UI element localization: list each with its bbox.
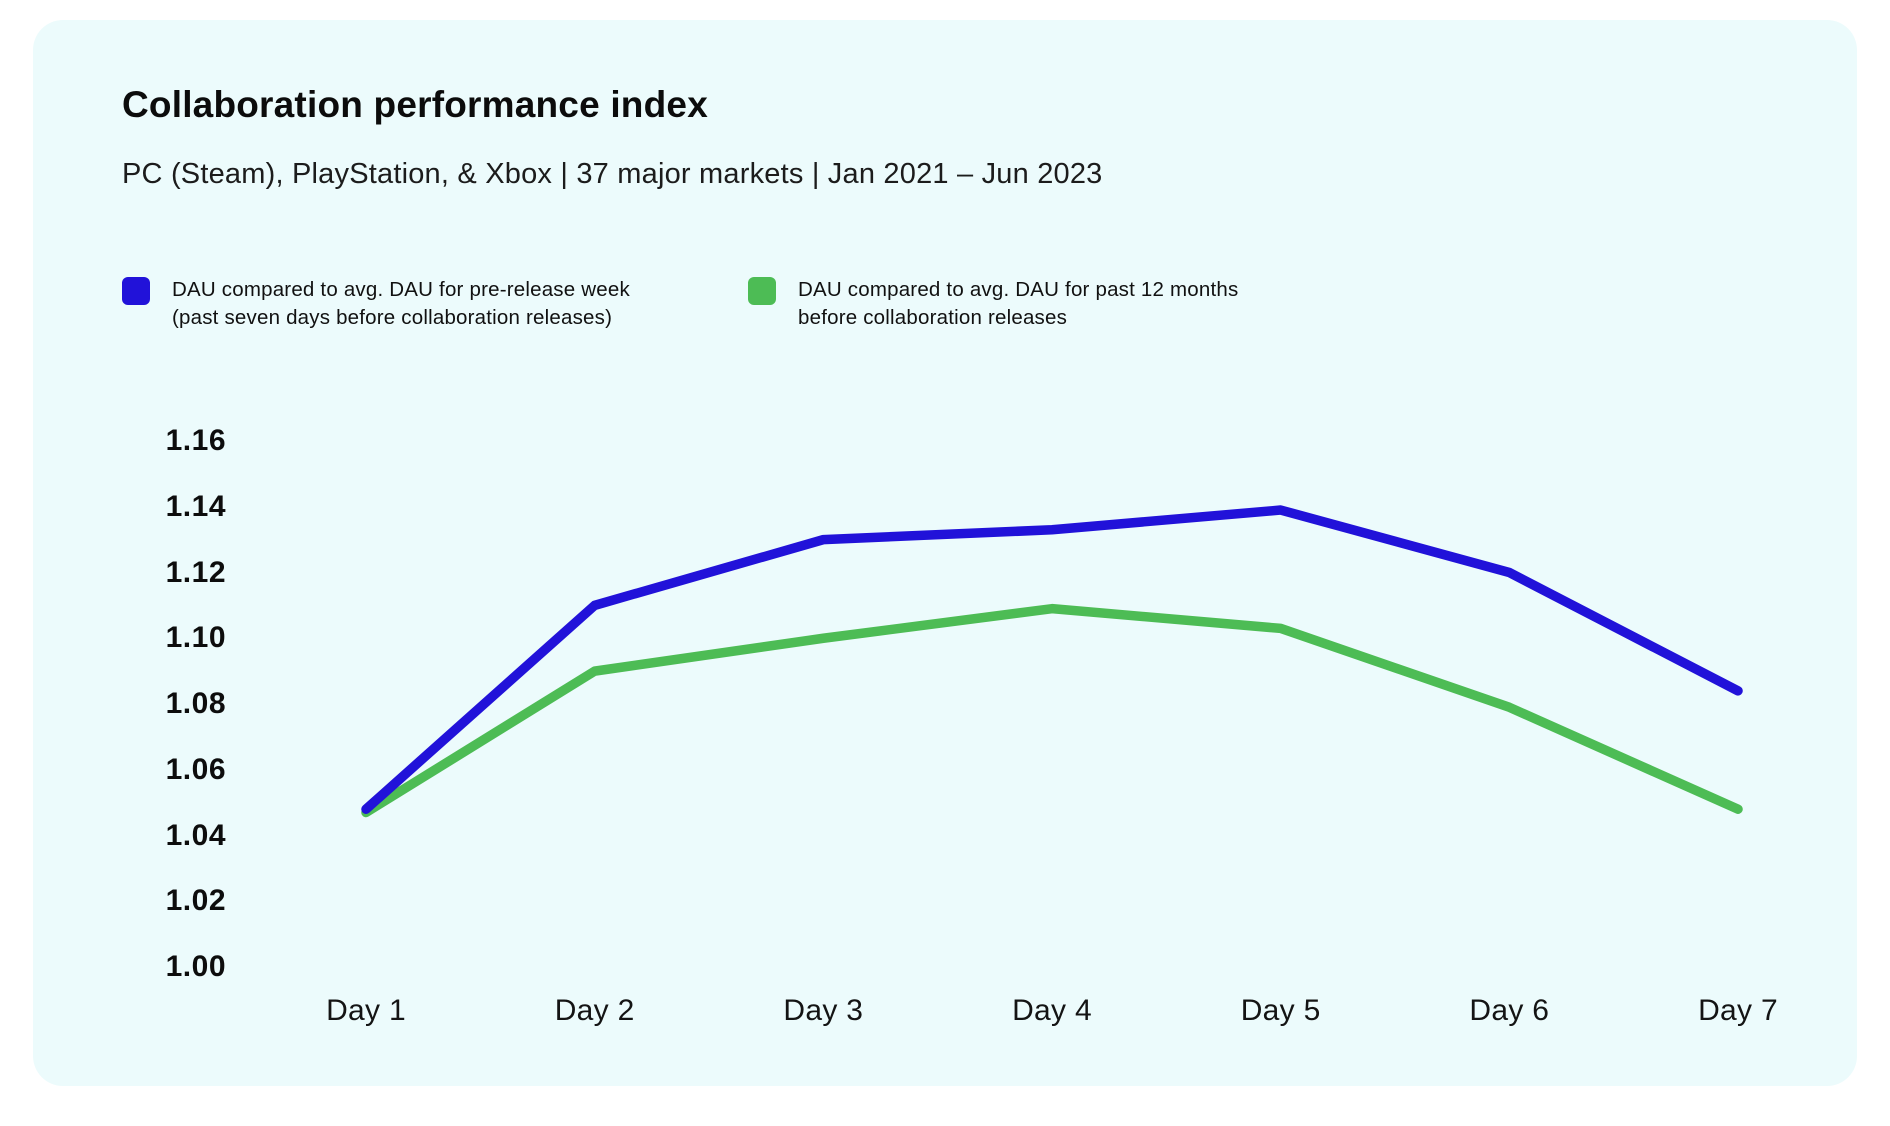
y-axis-tick-label: 1.04 [165, 818, 226, 852]
y-axis-tick-label: 1.06 [165, 752, 226, 786]
y-axis-tick-label: 1.10 [165, 621, 226, 655]
x-axis-tick-label: Day 7 [1698, 994, 1778, 1027]
y-axis-tick-label: 1.14 [165, 489, 226, 523]
legend-item-pre-release-week: DAU compared to avg. DAU for pre-release… [122, 276, 630, 332]
x-axis-tick-label: Day 3 [783, 994, 864, 1027]
legend-swatch-green-icon [748, 277, 776, 305]
legend-item-past-12-months: DAU compared to avg. DAU for past 12 mon… [748, 276, 1238, 332]
legend-label-pre-release-week: DAU compared to avg. DAU for pre-release… [172, 278, 630, 329]
y-axis-tick-label: 1.08 [165, 687, 226, 720]
x-axis-tick-label: Day 2 [554, 994, 635, 1027]
y-axis-tick-label: 1.02 [165, 884, 226, 918]
page-title: Collaboration performance index [122, 84, 708, 125]
chart-subtitle: PC (Steam), PlayStation, & Xbox | 37 maj… [122, 158, 1103, 190]
legend-label-past-12-months: DAU compared to avg. DAU for past 12 mon… [798, 278, 1239, 329]
legend-swatch-blue-icon [122, 277, 150, 305]
x-axis-tick-label: Day 1 [326, 994, 406, 1027]
x-axis-tick-label: Day 5 [1240, 994, 1321, 1027]
x-axis-tick-label: Day 6 [1469, 994, 1550, 1027]
y-axis-tick-label: 1.12 [165, 555, 226, 589]
x-axis-tick-label: Day 4 [1012, 994, 1092, 1027]
y-axis-tick-label: 1.00 [165, 950, 226, 983]
y-axis-tick-label: 1.16 [165, 424, 226, 457]
